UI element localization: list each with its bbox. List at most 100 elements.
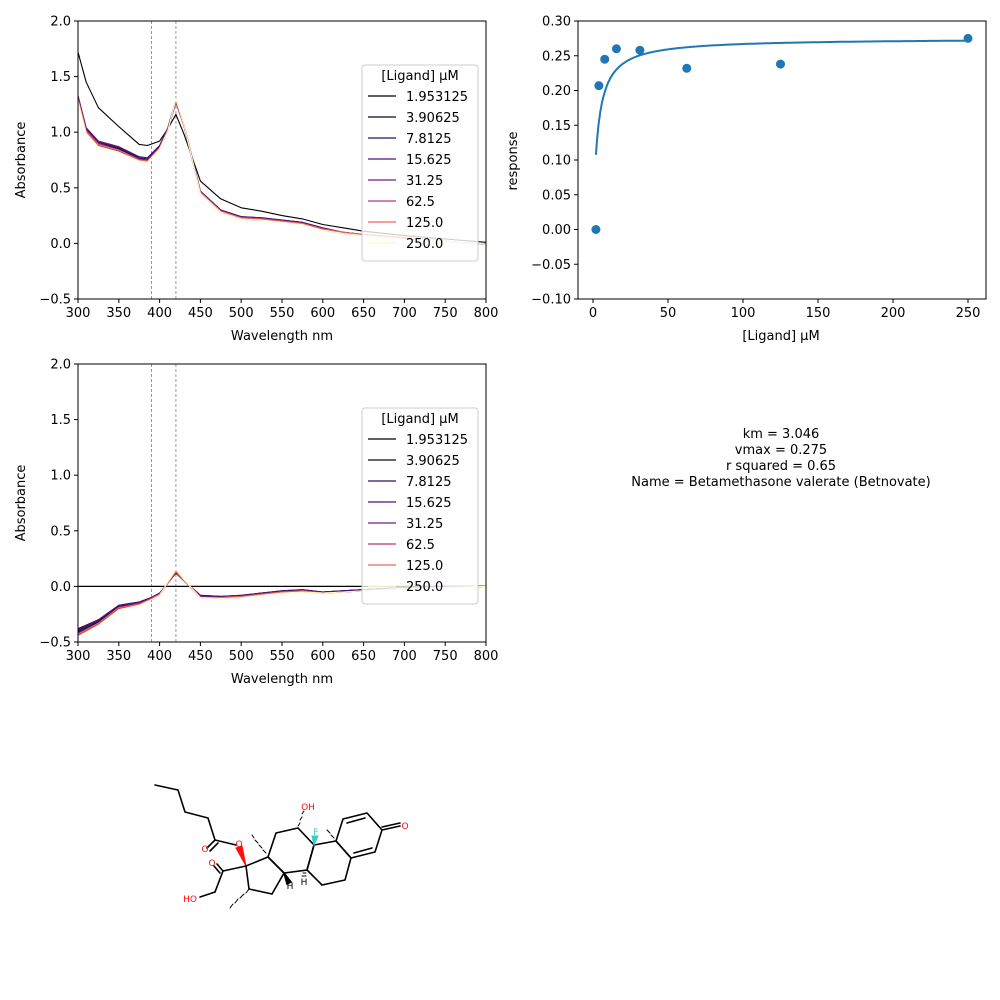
spectrum-plot-difference: 300 350 400 450 500 550 600 650 700 750 800 −0.5 0.0…	[14, 358, 498, 688]
x-tick-label: 750	[433, 649, 458, 664]
axes-layer: 300 350 400 450 500 550 600 650 700 750 800 −0.5 0.0…	[39, 358, 498, 665]
wedge-bond	[283, 872, 293, 886]
atom-labels: OH F O O O O HO H H	[183, 803, 408, 905]
atom-label: O	[401, 822, 408, 832]
y-tick-label: 0.0	[50, 237, 71, 252]
legend-entry: 250.0	[406, 237, 443, 252]
x-tick-label: 450	[188, 649, 213, 664]
fit-statistics: km = 3.046 vmax = 0.275 r squared = 0.65…	[631, 427, 930, 490]
atom-label: HO	[183, 895, 197, 905]
bond	[199, 891, 216, 898]
y-tick-label: 0.00	[542, 223, 571, 238]
data-point	[682, 63, 692, 73]
x-axis-label: Wavelength nm	[231, 329, 333, 344]
alkyl-chain	[154, 784, 216, 841]
y-tick-label: 2.0	[50, 15, 71, 30]
x-tick-label: 600	[310, 649, 335, 664]
data-point	[594, 81, 604, 91]
data-point	[776, 59, 785, 69]
y-tick-label: 0.5	[50, 181, 71, 196]
spectrum-curves	[78, 21, 486, 299]
legend-title: [Ligand] µM	[381, 412, 458, 427]
legend-entry: 62.5	[406, 538, 435, 553]
legend-box	[361, 407, 479, 605]
ring-b	[306, 840, 352, 886]
y-tick-label: 0.25	[542, 49, 571, 64]
bond	[216, 863, 224, 872]
spectrum-plot-raw: 300 350 400 450 500 550 600 650 700 750 800 −0.5 0.0…	[14, 15, 498, 345]
y-axis-label: Absorbance	[14, 465, 29, 542]
legend-entry: 3.90625	[406, 111, 460, 126]
molecule-structure	[154, 784, 401, 909]
x-tick-label: 0	[589, 306, 597, 321]
r-squared-text: r squared = 0.65	[726, 459, 836, 474]
y-tick-label: 0.05	[542, 188, 571, 203]
axes-layer: 0 50 100 150 200 250 −0.10 −0.05 0.00 0.05 0.10 0.1…	[531, 15, 987, 321]
atom-label: OH	[301, 803, 315, 813]
legend-entry: 15.625	[406, 153, 452, 168]
y-tick-label: −0.5	[39, 636, 71, 651]
x-tick-label: 300	[66, 306, 91, 321]
y-tick-label: 1.0	[50, 469, 71, 484]
series-line-250.0	[78, 569, 486, 639]
y-tick-label: 2.0	[50, 358, 71, 373]
atom-label: O	[235, 840, 242, 850]
y-axis-label: Absorbance	[14, 122, 29, 199]
atom-label: F	[313, 828, 318, 838]
hashed-bond	[251, 834, 267, 854]
legend-entry: 125.0	[406, 559, 443, 574]
x-tick-label: 500	[229, 306, 254, 321]
y-tick-label: 0.0	[50, 580, 71, 595]
data-point	[611, 44, 621, 54]
legend-entry: 3.90625	[406, 454, 460, 469]
legend: [Ligand] µM 1.953125 3.90625 7.8125 15.625 31…	[361, 407, 479, 605]
y-tick-label: 0.10	[542, 154, 571, 169]
hashed-bond	[297, 810, 305, 827]
wedge-bond	[311, 835, 319, 847]
x-tick-label: 350	[106, 649, 131, 664]
x-tick-label: 800	[474, 306, 499, 321]
y-tick-label: −0.10	[531, 293, 571, 308]
atom-label: O	[208, 859, 215, 869]
x-tick-label: 800	[474, 649, 499, 664]
spectrum-curves	[78, 364, 486, 642]
legend-entry: 15.625	[406, 496, 452, 511]
bond	[381, 822, 401, 828]
x-tick-label: 700	[392, 649, 417, 664]
atom-label: H	[287, 882, 294, 892]
x-axis-label: Wavelength nm	[231, 672, 333, 687]
x-tick-label: 150	[806, 306, 831, 321]
x-tick-label: 50	[660, 306, 677, 321]
data-point	[635, 45, 645, 55]
y-tick-label: 0.30	[542, 15, 571, 30]
legend-box	[361, 64, 479, 262]
x-tick-label: 600	[310, 306, 335, 321]
legend-entry: 1.953125	[406, 433, 468, 448]
x-tick-label: 700	[392, 306, 417, 321]
y-tick-label: −0.5	[39, 293, 71, 308]
bond	[209, 842, 219, 852]
hashed-bond	[301, 872, 307, 877]
hashed-bond	[229, 888, 250, 909]
x-tick-label: 250	[956, 306, 981, 321]
x-tick-label: 400	[147, 649, 172, 664]
x-tick-label: 400	[147, 306, 172, 321]
bond	[214, 839, 237, 846]
legend-title: [Ligand] µM	[381, 69, 458, 84]
y-tick-label: 0.15	[542, 119, 571, 134]
x-tick-label: 650	[351, 306, 376, 321]
bond	[206, 839, 216, 849]
legend-entry: 62.5	[406, 195, 435, 210]
x-tick-label: 100	[731, 306, 756, 321]
legend-entry: 7.8125	[406, 475, 452, 490]
series-line-250.0	[78, 98, 486, 246]
fit-curve	[594, 39, 968, 155]
bond	[214, 870, 224, 893]
data-point	[600, 54, 610, 64]
legend-entry: 31.25	[406, 174, 443, 189]
y-axis-label: response	[506, 131, 521, 190]
atom-label: H	[301, 878, 308, 888]
x-tick-label: 550	[270, 649, 295, 664]
series-line-125.0	[78, 98, 486, 246]
